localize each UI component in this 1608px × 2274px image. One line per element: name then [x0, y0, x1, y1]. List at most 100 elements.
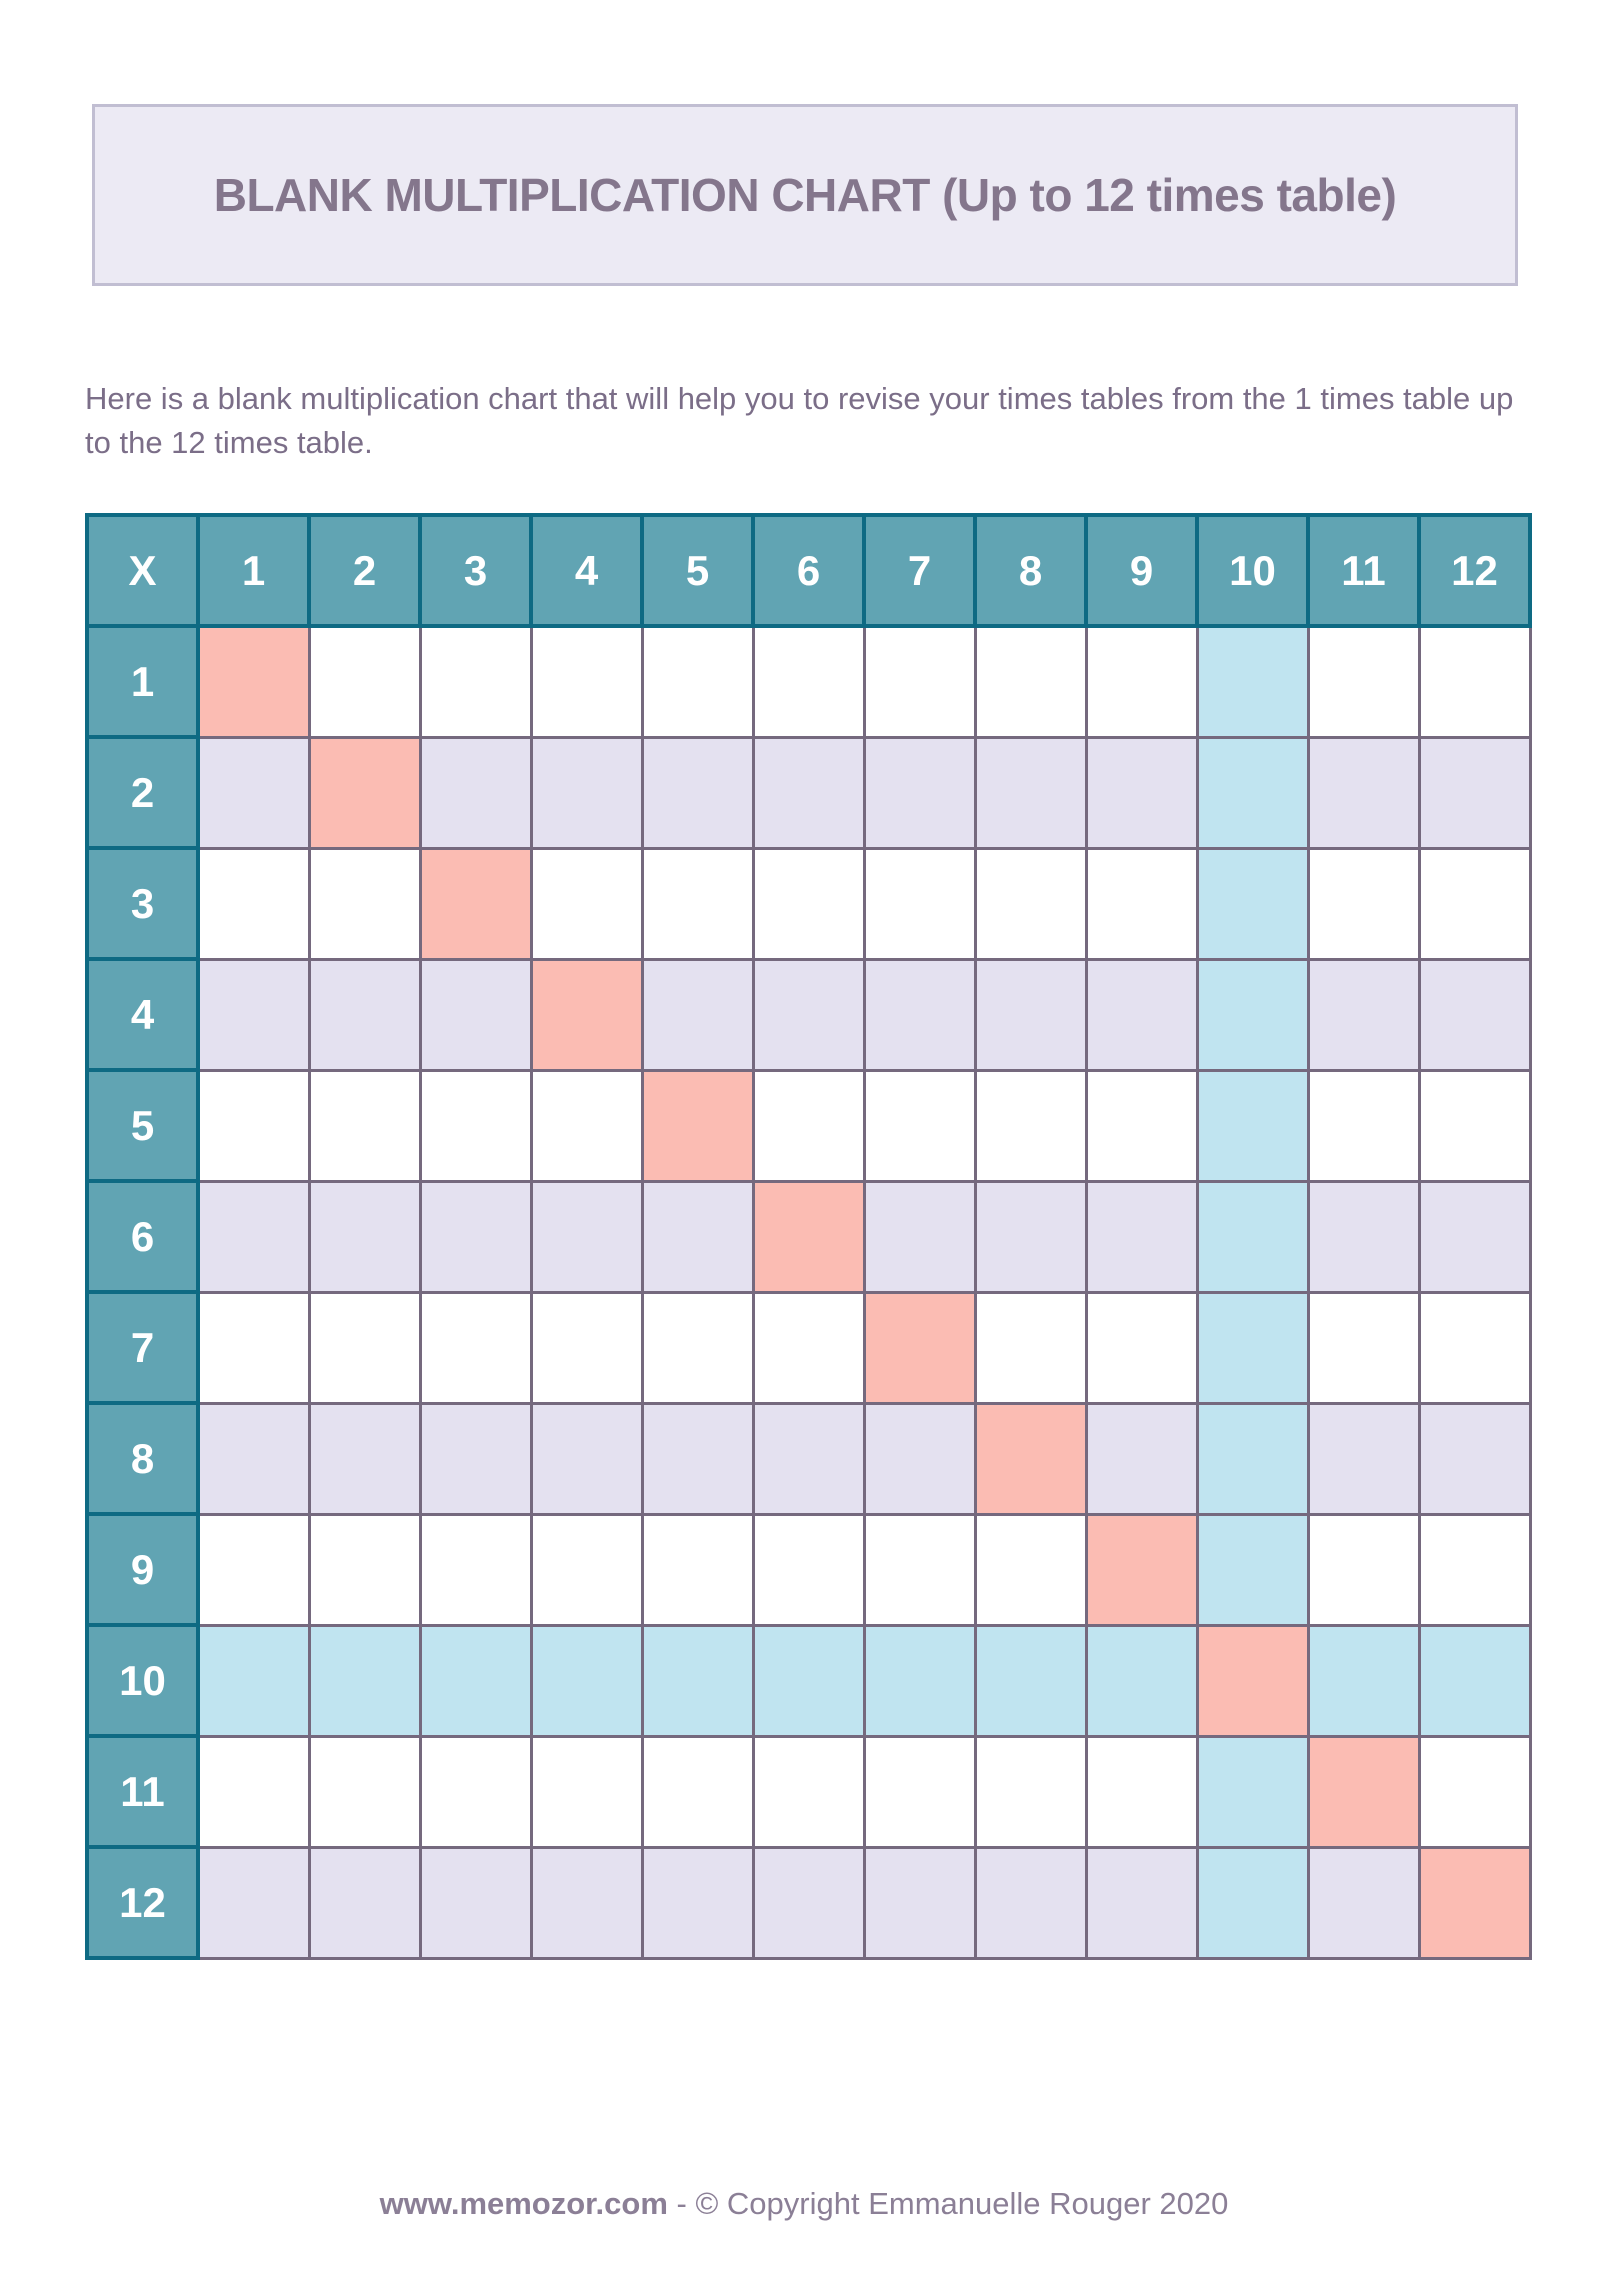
- cell-r9c10: [1195, 1512, 1310, 1627]
- cell-r10c4: [529, 1623, 644, 1738]
- cell-r11c9: [1084, 1734, 1199, 1849]
- cell-r7c9: [1084, 1290, 1199, 1405]
- cell-r11c5: [640, 1734, 755, 1849]
- cell-r12c7: [862, 1845, 977, 1960]
- cell-r1c12: [1417, 624, 1532, 739]
- cell-r4c12: [1417, 957, 1532, 1072]
- cell-r11c10: [1195, 1734, 1310, 1849]
- cell-r4c6: [751, 957, 866, 1072]
- footer-copyright: © Copyright Emmanuelle Rouger 2020: [695, 2186, 1229, 2221]
- cell-r2c5: [640, 735, 755, 850]
- cell-r3c11: [1306, 846, 1421, 961]
- cell-r12c5: [640, 1845, 755, 1960]
- cell-r8c1: [196, 1401, 311, 1516]
- cell-r5c2: [307, 1068, 422, 1183]
- cell-r4c7: [862, 957, 977, 1072]
- cell-r5c3: [418, 1068, 533, 1183]
- cell-r1c5: [640, 624, 755, 739]
- cell-r2c6: [751, 735, 866, 850]
- cell-r4c1: [196, 957, 311, 1072]
- cell-r3c10: [1195, 846, 1310, 961]
- column-header-11: 11: [1306, 513, 1421, 628]
- cell-r8c9: [1084, 1401, 1199, 1516]
- cell-r3c7: [862, 846, 977, 961]
- intro-text: Here is a blank multiplication chart tha…: [85, 381, 1514, 460]
- cell-r9c3: [418, 1512, 533, 1627]
- cell-r8c10: [1195, 1401, 1310, 1516]
- cell-r9c11: [1306, 1512, 1421, 1627]
- cell-r5c10: [1195, 1068, 1310, 1183]
- cell-r2c7: [862, 735, 977, 850]
- cell-r7c11: [1306, 1290, 1421, 1405]
- cell-r12c11: [1306, 1845, 1421, 1960]
- cell-r12c12: [1417, 1845, 1532, 1960]
- cell-r8c11: [1306, 1401, 1421, 1516]
- cell-r9c6: [751, 1512, 866, 1627]
- cell-r4c10: [1195, 957, 1310, 1072]
- cell-r11c7: [862, 1734, 977, 1849]
- cell-r12c4: [529, 1845, 644, 1960]
- row-header-7: 7: [85, 1290, 200, 1405]
- cell-r2c3: [418, 735, 533, 850]
- cell-r3c9: [1084, 846, 1199, 961]
- cell-r8c2: [307, 1401, 422, 1516]
- cell-r8c3: [418, 1401, 533, 1516]
- cell-r11c3: [418, 1734, 533, 1849]
- cell-r9c1: [196, 1512, 311, 1627]
- cell-r9c2: [307, 1512, 422, 1627]
- row-header-8: 8: [85, 1401, 200, 1516]
- cell-r1c6: [751, 624, 866, 739]
- row-header-6: 6: [85, 1179, 200, 1294]
- cell-r10c5: [640, 1623, 755, 1738]
- cell-r4c9: [1084, 957, 1199, 1072]
- cell-r6c8: [973, 1179, 1088, 1294]
- cell-r6c2: [307, 1179, 422, 1294]
- cell-r6c9: [1084, 1179, 1199, 1294]
- cell-r4c11: [1306, 957, 1421, 1072]
- cell-r5c1: [196, 1068, 311, 1183]
- table-row-2: 2: [85, 735, 1532, 850]
- cell-r6c10: [1195, 1179, 1310, 1294]
- cell-r2c9: [1084, 735, 1199, 850]
- cell-r7c12: [1417, 1290, 1532, 1405]
- cell-r5c9: [1084, 1068, 1199, 1183]
- row-header-11: 11: [85, 1734, 200, 1849]
- cell-r1c10: [1195, 624, 1310, 739]
- table-row-9: 9: [85, 1512, 1532, 1627]
- table-row-11: 11: [85, 1734, 1532, 1849]
- cell-r4c8: [973, 957, 1088, 1072]
- cell-r1c7: [862, 624, 977, 739]
- row-header-10: 10: [85, 1623, 200, 1738]
- cell-r7c10: [1195, 1290, 1310, 1405]
- cell-r3c12: [1417, 846, 1532, 961]
- cell-r5c5: [640, 1068, 755, 1183]
- cell-r11c6: [751, 1734, 866, 1849]
- cell-r6c5: [640, 1179, 755, 1294]
- cell-r8c7: [862, 1401, 977, 1516]
- cell-r7c5: [640, 1290, 755, 1405]
- cell-r7c3: [418, 1290, 533, 1405]
- row-header-12: 12: [85, 1845, 200, 1960]
- column-header-4: 4: [529, 513, 644, 628]
- cell-r8c8: [973, 1401, 1088, 1516]
- column-header-10: 10: [1195, 513, 1310, 628]
- cell-r3c8: [973, 846, 1088, 961]
- cell-r2c12: [1417, 735, 1532, 850]
- cell-r1c2: [307, 624, 422, 739]
- cell-r3c1: [196, 846, 311, 961]
- cell-r10c6: [751, 1623, 866, 1738]
- cell-r7c6: [751, 1290, 866, 1405]
- cell-r12c9: [1084, 1845, 1199, 1960]
- cell-r3c4: [529, 846, 644, 961]
- column-header-9: 9: [1084, 513, 1199, 628]
- cell-r10c9: [1084, 1623, 1199, 1738]
- column-header-1: 1: [196, 513, 311, 628]
- corner-header: X: [85, 513, 200, 628]
- row-header-2: 2: [85, 735, 200, 850]
- cell-r5c12: [1417, 1068, 1532, 1183]
- cell-r4c3: [418, 957, 533, 1072]
- row-header-9: 9: [85, 1512, 200, 1627]
- row-header-3: 3: [85, 846, 200, 961]
- cell-r9c7: [862, 1512, 977, 1627]
- row-header-1: 1: [85, 624, 200, 739]
